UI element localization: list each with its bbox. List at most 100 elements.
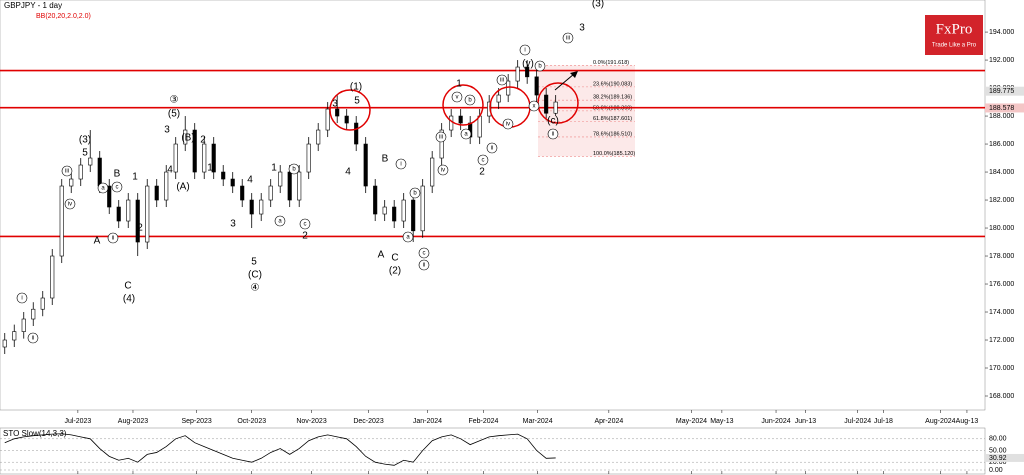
wave-label: c: [482, 158, 485, 164]
sto-tick-label: 80.00: [989, 436, 1007, 443]
price-label: 188.578: [989, 105, 1014, 112]
y-tick-label: 194.000: [989, 29, 1014, 36]
x-tick-label: Sep-2023: [181, 418, 211, 425]
wave-label: a: [101, 186, 105, 192]
x-tick-label: Nov-2023: [296, 418, 326, 425]
candle-body: [363, 143, 368, 187]
candle-body: [553, 101, 558, 114]
wave-label: A: [94, 236, 101, 247]
candle-body: [382, 206, 387, 215]
annotation-circle: [435, 131, 447, 143]
annotation-circle: [64, 198, 76, 210]
candle-body: [373, 185, 378, 215]
candle-body: [544, 94, 549, 114]
wave-label: iii: [566, 36, 570, 42]
fib-label: 78.6%(186.510): [593, 131, 632, 137]
sto-tick-label: 50.00: [989, 447, 1007, 454]
sto-frame: [0, 427, 986, 475]
candle-body: [164, 171, 169, 201]
x-tick-label: May-13: [710, 418, 733, 425]
candle-body: [135, 199, 140, 243]
wave-label: 1: [207, 163, 213, 174]
x-tick-label: Dec-2023: [353, 418, 383, 425]
wave-label: i: [400, 162, 401, 168]
x-tick-label: Aug-2023: [118, 418, 148, 425]
sto-tick-label: 20.00: [989, 459, 1007, 466]
wave-label: 2: [479, 167, 485, 178]
candle-body: [173, 143, 178, 173]
wave-label: 5: [251, 257, 257, 268]
zone-circle: [442, 84, 484, 126]
x-tick-label: Oct-2023: [237, 418, 266, 425]
annotation-circle: [288, 163, 300, 175]
annotation-circle: [437, 164, 449, 176]
fib-label: 61.8%(187.601): [593, 116, 632, 122]
candle-body: [316, 129, 321, 145]
wave-label: iii: [65, 169, 69, 175]
candle-body: [325, 108, 330, 131]
annotation-circle: [418, 259, 430, 271]
annotation-circle: [502, 118, 514, 130]
wave-label: b: [292, 167, 296, 173]
candle-body: [420, 185, 425, 232]
zone-circle: [329, 89, 371, 131]
candle-body: [31, 308, 36, 320]
fib-label: 100.0%(185.120): [593, 151, 635, 157]
candle-body: [278, 171, 283, 187]
wave-label: 1: [132, 172, 138, 183]
x-tick-label: Feb-2024: [468, 418, 498, 425]
wave-label: 2: [200, 135, 206, 146]
candle-body: [21, 318, 26, 332]
y-tick-label: 178.000: [989, 253, 1014, 260]
wave-label: x: [533, 104, 536, 110]
wave-label: B: [382, 154, 389, 165]
x-tick-label: Aug-13: [956, 418, 979, 425]
annotation-circle: [61, 165, 73, 177]
wave-label: 4: [247, 175, 253, 186]
price-label-box: [985, 103, 1024, 113]
candle-body: [392, 206, 397, 222]
annotation-circle: [274, 215, 286, 227]
candle-body: [525, 66, 530, 78]
x-tick-label: May-2024: [676, 418, 707, 425]
arrow-head: [570, 71, 578, 78]
wave-label: 5: [82, 148, 88, 159]
annotation-circle: [562, 32, 574, 44]
wave-label: 5: [354, 96, 360, 107]
y-tick-label: 182.000: [989, 197, 1014, 204]
sto-value-box: [985, 453, 1024, 462]
wave-label: b: [538, 64, 542, 70]
wave-label: iv: [506, 122, 510, 128]
candle-body: [183, 129, 188, 145]
fib-label: 38.2%(189.136): [593, 95, 632, 101]
price-label-box: [985, 86, 1024, 96]
logo: FxPro: [936, 21, 973, 37]
wave-label: 2: [137, 223, 143, 234]
candle-body: [534, 76, 539, 96]
wave-label: 3: [164, 125, 170, 136]
sto-tick-label: 0.00: [989, 467, 1003, 474]
wave-label: ii: [491, 146, 494, 152]
wave-label: (B): [181, 133, 194, 144]
y-tick-label: 192.000: [989, 57, 1014, 64]
wave-label: B: [114, 169, 121, 180]
candle-body: [154, 185, 159, 201]
candle-body: [487, 101, 492, 117]
candle-body: [240, 185, 245, 201]
candle-body: [477, 115, 482, 138]
tagline: Trade Like a Pro: [932, 43, 977, 49]
y-tick-label: 170.000: [989, 365, 1014, 372]
wave-label: v: [456, 95, 459, 101]
wave-label: 4: [167, 165, 173, 176]
wave-label: (3): [79, 135, 91, 146]
wave-label: (4): [123, 294, 135, 305]
candle-body: [411, 199, 416, 232]
wave-label: ③: [170, 95, 179, 106]
wave-label: i: [524, 48, 525, 54]
candle-body: [59, 185, 64, 257]
fib-label: 0.0%(191.618): [593, 60, 629, 66]
logo-box: [925, 15, 983, 55]
wave-label: iii: [439, 135, 443, 141]
annotation-circle: [477, 154, 489, 166]
candle-body: [430, 157, 435, 187]
